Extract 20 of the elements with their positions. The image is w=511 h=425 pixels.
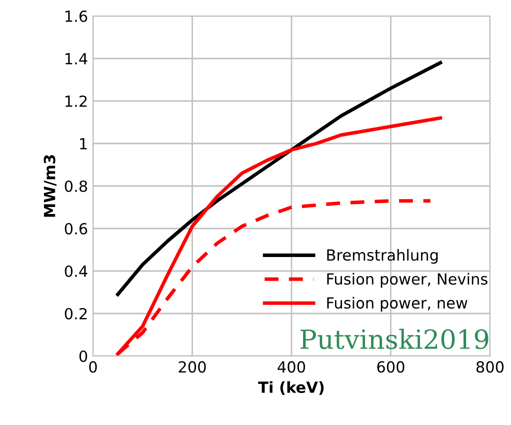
y-tick-label: 0.6	[64, 222, 88, 235]
annotation: Putvinski2019	[300, 328, 488, 350]
y-tick-label: 1	[80, 138, 87, 150]
x-tick-label: 800	[476, 361, 504, 373]
legend-label: Fusion power, Nevins	[327, 272, 488, 288]
x-tick-label: 0	[89, 361, 97, 373]
x-tick-label: 400	[278, 361, 306, 373]
y-tick-label: 0.4	[64, 265, 88, 278]
legend-label: Bremstrahlung	[327, 248, 438, 264]
y-axis-title: MW/m3	[44, 155, 57, 217]
legend-label: Fusion power, new	[327, 296, 468, 312]
y-tick-label: 1.4	[66, 53, 88, 64]
y-tick-label: 1.2	[66, 95, 87, 107]
y-tick-label: 0.8	[64, 180, 88, 192]
x-tick-label: 200	[178, 361, 206, 373]
y-tick-label: 0	[79, 350, 88, 362]
y-tick-label: 1.6	[66, 10, 88, 22]
x-axis-title: Ti (keV)	[258, 381, 324, 395]
y-tick-label: 0.2	[64, 308, 87, 320]
x-tick-label: 600	[377, 361, 404, 373]
